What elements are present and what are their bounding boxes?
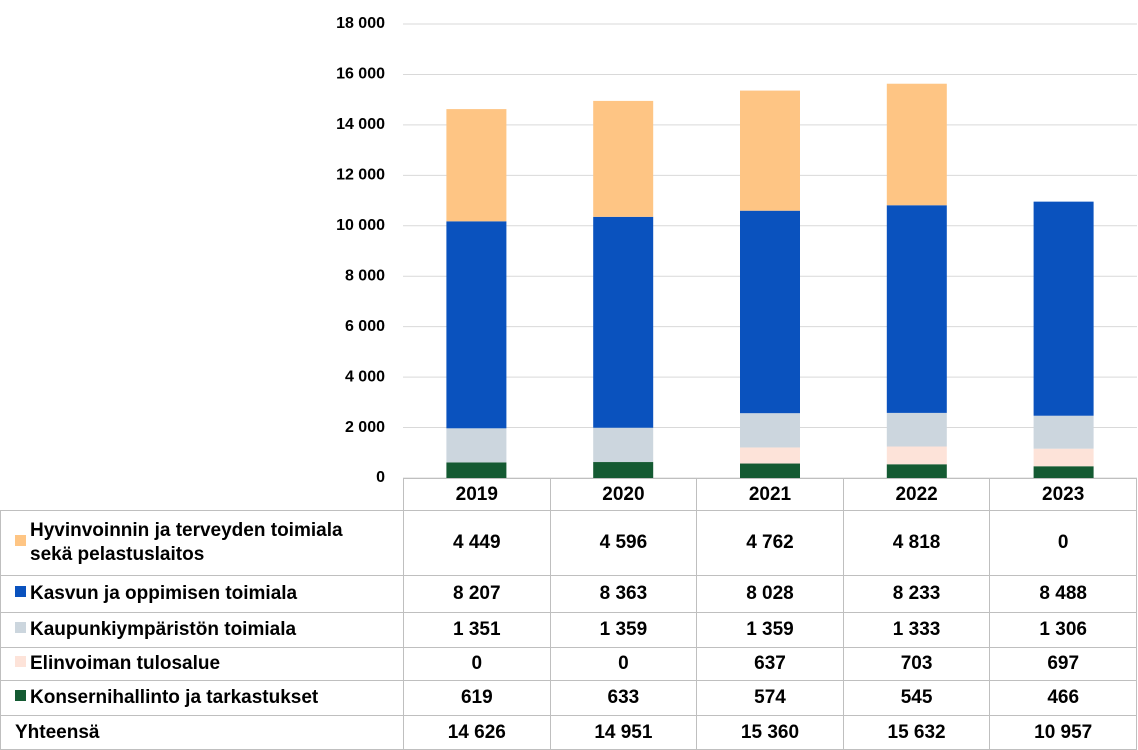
value-label: 4 818	[842, 510, 991, 576]
bar-segment	[593, 427, 654, 463]
legend-label: Kaupunkiympäristön toimiala	[30, 619, 297, 640]
y-tick-label: 14 000	[336, 116, 385, 133]
legend-cell: Hyvinvoinnin ja terveyden toimiala sekä …	[0, 510, 404, 576]
value-label: 637	[696, 647, 844, 681]
y-tick-label: 18 000	[336, 15, 385, 32]
bar-segment	[886, 412, 947, 447]
legend-swatch	[15, 586, 26, 597]
bar-segment	[446, 462, 507, 478]
table-row: Konsernihallinto ja tarkastukset 619 633 57…	[0, 680, 1137, 716]
bar-segment	[1033, 201, 1094, 416]
value-label: 0	[989, 510, 1137, 576]
legend-swatch	[15, 622, 26, 633]
y-tick-label: 16 000	[336, 66, 385, 83]
value-label: 4 596	[549, 510, 698, 576]
bar-segment	[446, 109, 507, 222]
value-label: 8 207	[403, 575, 551, 613]
total-row: Yhteensä 14 626 14 951 15 360 15 632 10 957	[0, 715, 1137, 750]
value-label: 633	[549, 680, 698, 716]
total-value: 15 632	[842, 715, 991, 750]
bar-segment	[740, 210, 800, 414]
bar-segment	[1033, 466, 1094, 478]
value-label: 4 449	[403, 510, 551, 576]
total-value: 14 626	[403, 715, 551, 750]
value-label: 4 762	[696, 510, 844, 576]
legend-label: Elinvoiman tulosalue	[30, 653, 221, 674]
table-row: Hyvinvoinnin ja terveyden toimiala sekä …	[0, 510, 1137, 576]
header-row: 2019 2020 2021 2022 2023	[1, 478, 1137, 511]
legend-cell: Konsernihallinto ja tarkastukset	[0, 680, 404, 716]
value-label: 8 028	[696, 575, 844, 613]
bar-segment	[740, 90, 800, 211]
bar-segment	[1033, 448, 1094, 467]
total-label: Yhteensä	[0, 715, 404, 750]
total-value: 15 360	[696, 715, 844, 750]
blank-cell	[1, 479, 404, 511]
legend-swatch	[15, 535, 26, 547]
bar-segment	[446, 221, 507, 429]
bar-segment	[446, 428, 507, 463]
bar-segment	[593, 216, 654, 428]
legend-swatch	[15, 690, 26, 701]
value-label: 545	[842, 680, 991, 716]
value-label: 0	[403, 647, 551, 681]
x-tick-label: 2021	[696, 478, 844, 511]
value-label: 574	[696, 680, 844, 716]
legend-swatch	[15, 656, 26, 667]
legend-cell: Elinvoiman tulosalue	[0, 647, 404, 681]
y-tick-label: 12 000	[336, 167, 385, 184]
bar-segment	[886, 464, 947, 478]
value-label: 1 351	[403, 612, 551, 648]
y-tick-label: 10 000	[336, 217, 385, 234]
bar-segment	[886, 205, 947, 413]
value-label: 0	[549, 647, 698, 681]
table-row: Kasvun ja oppimisen toimiala 8 207 8 363 8 …	[0, 575, 1137, 613]
legend-label: Kasvun ja oppimisen toimiala	[30, 583, 298, 604]
y-tick-label: 2 000	[345, 419, 385, 436]
bar-segment	[593, 462, 654, 478]
y-tick-label: 6 000	[345, 318, 385, 335]
value-label: 466	[989, 680, 1137, 716]
bar-segment	[740, 413, 800, 448]
x-tick-label: 2023	[989, 478, 1137, 511]
value-label: 703	[842, 647, 991, 681]
bar-segment	[593, 100, 654, 217]
total-value: 14 951	[549, 715, 698, 750]
value-label: 1 359	[549, 612, 698, 648]
y-tick-label: 0	[376, 469, 385, 486]
bar-segment	[1033, 415, 1094, 449]
legend-cell: Kaupunkiympäristön toimiala	[0, 612, 404, 648]
x-tick-label: 2022	[842, 478, 991, 511]
value-label: 619	[403, 680, 551, 716]
value-label: 8 233	[842, 575, 991, 613]
total-value: 10 957	[989, 715, 1137, 750]
value-label: 1 359	[696, 612, 844, 648]
value-label: 697	[989, 647, 1137, 681]
table-row: Kaupunkiympäristön toimiala 1 351 1 359 1 3…	[0, 612, 1137, 648]
value-label: 1 333	[842, 612, 991, 648]
data-table: 2019 2020 2021 2022 2023 Hyvinvoinnin ja terv…	[0, 478, 1137, 750]
legend-cell: Kasvun ja oppimisen toimiala	[0, 575, 404, 613]
value-label: 1 306	[989, 612, 1137, 648]
x-tick-label: 2019	[403, 478, 551, 511]
legend-label: Konsernihallinto ja tarkastukset	[30, 687, 319, 708]
table-row: Elinvoiman tulosalue 0 0 637 703 697	[0, 647, 1137, 681]
y-tick-label: 4 000	[345, 368, 385, 385]
legend-label: Hyvinvoinnin ja terveyden toimiala sekä …	[30, 520, 343, 565]
value-label: 8 488	[989, 575, 1137, 613]
bar-segment	[740, 463, 800, 478]
value-label: 8 363	[549, 575, 698, 613]
bar-segment	[740, 447, 800, 464]
y-tick-label: 8 000	[345, 267, 385, 284]
bar-segment	[886, 446, 947, 465]
bar-segment	[886, 83, 947, 206]
x-tick-label: 2020	[549, 478, 698, 511]
